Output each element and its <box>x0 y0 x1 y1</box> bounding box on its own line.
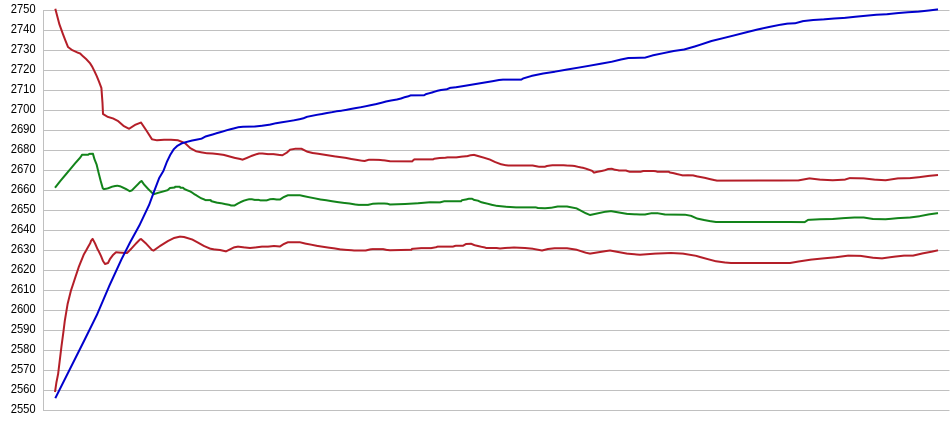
svg-text:2640: 2640 <box>11 222 36 236</box>
svg-text:2570: 2570 <box>11 362 36 376</box>
svg-text:2700: 2700 <box>11 102 36 116</box>
svg-text:2630: 2630 <box>11 242 36 256</box>
svg-text:2620: 2620 <box>11 262 36 276</box>
svg-text:2720: 2720 <box>11 62 36 76</box>
svg-text:2750: 2750 <box>11 2 36 16</box>
svg-text:2740: 2740 <box>11 22 36 36</box>
svg-text:2550: 2550 <box>11 402 36 416</box>
svg-text:2690: 2690 <box>11 122 36 136</box>
svg-text:2600: 2600 <box>11 302 36 316</box>
svg-text:2710: 2710 <box>11 82 36 96</box>
svg-text:2730: 2730 <box>11 42 36 56</box>
svg-text:2560: 2560 <box>11 382 36 396</box>
svg-text:2610: 2610 <box>11 282 36 296</box>
svg-text:2590: 2590 <box>11 322 36 336</box>
svg-text:2580: 2580 <box>11 342 36 356</box>
svg-text:2650: 2650 <box>11 202 36 216</box>
svg-text:2660: 2660 <box>11 182 36 196</box>
svg-text:2670: 2670 <box>11 162 36 176</box>
svg-text:2680: 2680 <box>11 142 36 156</box>
